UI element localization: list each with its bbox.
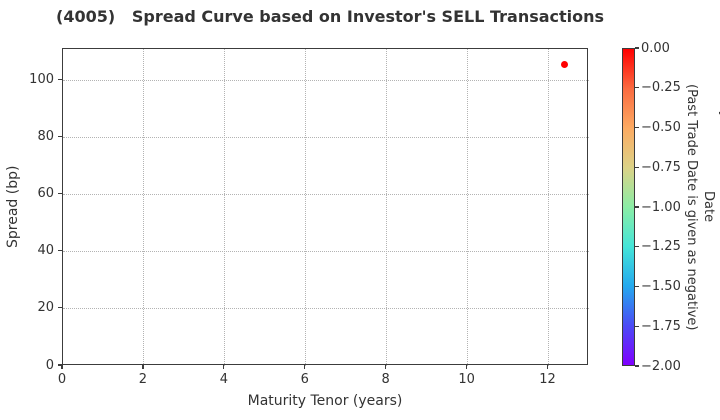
x-tick-label: 10 [458,372,475,387]
colorbar-tick-mark [635,365,639,367]
x-tick-label: 6 [300,372,309,387]
colorbar-label-line1: Time in years between 12/26/2025 and Tra… [701,59,720,355]
y-tick-mark [58,78,62,80]
colorbar-tick-mark [635,206,639,208]
grid-line-horizontal [63,79,589,81]
x-tick-mark [223,365,225,369]
colorbar-tick-label: −1.75 [641,318,681,334]
y-tick-mark [58,135,62,138]
x-tick-mark [385,365,387,369]
y-tick-label: 60 [37,186,54,202]
colorbar-label-line2: (Past Trade Date is given as negative) [684,83,699,331]
colorbar-tick-label: −0.50 [641,120,681,135]
colorbar-tick-label: −1.00 [641,199,681,215]
y-tick-mark [58,364,62,366]
colorbar-label: Time in years between 12/26/2025 and Tra… [683,48,720,366]
x-tick-mark [142,365,144,369]
colorbar-tick-label: −2.00 [641,358,681,374]
colorbar [622,48,635,366]
colorbar-tick-label: 0.00 [641,40,670,56]
chart-title: (4005) Spread Curve based on Investor's … [56,7,605,26]
x-tick-label: 8 [381,372,390,387]
grid-line-vertical [386,49,388,366]
x-tick-label: 12 [539,372,556,387]
y-axis-label: Spread (bp) [5,165,21,248]
x-axis-label: Maturity Tenor (years) [247,393,403,409]
y-tick-mark [58,307,62,309]
grid-line-horizontal [63,194,589,196]
grid-line-vertical [224,49,226,366]
y-tick-mark [58,193,62,195]
colorbar-tick-mark [635,285,639,288]
y-tick-label: 0 [45,357,54,373]
y-tick-label: 100 [29,71,54,87]
y-tick-mark [58,250,62,252]
x-tick-label: 4 [219,372,228,387]
data-point [561,61,569,69]
colorbar-tick-label: −0.75 [641,159,681,175]
y-tick-label: 40 [37,243,54,259]
y-tick-label: 20 [37,300,54,316]
grid-line-vertical [305,49,307,366]
colorbar-tick-mark [635,246,639,248]
colorbar-tick-mark [635,87,639,89]
colorbar-tick-mark [635,47,639,49]
grid-line-vertical [467,49,469,366]
plot-area [62,48,589,366]
grid-line-horizontal [63,137,589,139]
grid-line-horizontal [63,251,589,253]
grid-line-horizontal [63,308,589,310]
x-tick-mark [304,365,306,369]
colorbar-tick-label: −0.25 [641,80,681,96]
grid-line-vertical [548,49,550,366]
colorbar-tick-mark [635,126,639,129]
colorbar-tick-mark [635,325,639,327]
x-tick-mark [466,365,468,369]
x-tick-mark [546,365,549,369]
x-tick-mark [61,365,63,369]
x-tick-label: 0 [57,372,67,387]
y-tick-label: 80 [37,129,54,145]
colorbar-tick-label: −1.25 [641,239,681,255]
colorbar-tick-label: −1.50 [641,279,681,294]
x-tick-label: 2 [138,372,148,387]
grid-line-vertical [143,49,145,366]
colorbar-tick-mark [635,166,639,168]
